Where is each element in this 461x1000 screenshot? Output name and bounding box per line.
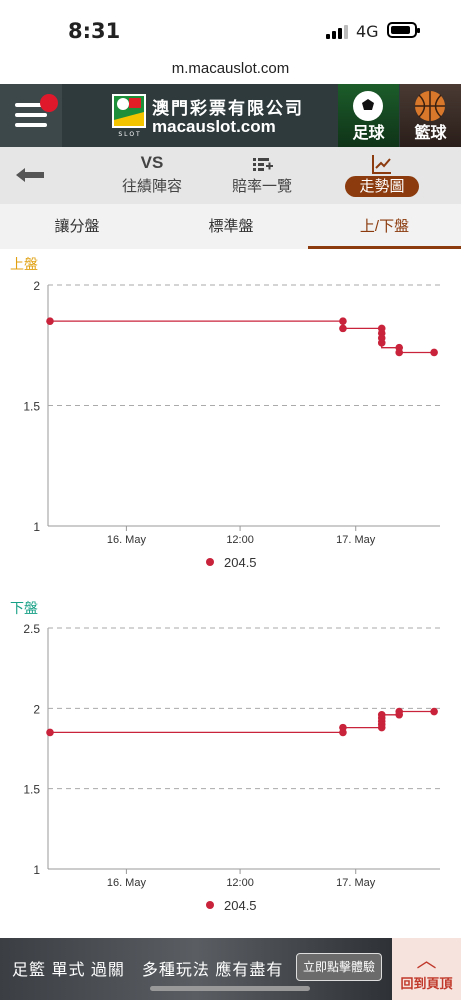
over-odds-chart: 2 1.5 1 16. May 12:00 17. May 204.5 — [23, 279, 440, 570]
signal-icon — [326, 24, 350, 39]
legend-marker — [206, 901, 214, 909]
data-point — [395, 707, 404, 716]
data-point — [339, 723, 347, 732]
chevron-up-icon: ︿ — [416, 950, 437, 972]
basketball-button[interactable]: 籃球 — [400, 84, 461, 147]
y-tick-label: 1 — [33, 863, 40, 877]
over-chart-title: 上盤 — [10, 256, 38, 272]
y-tick-label: 2 — [33, 279, 40, 293]
home-indicator — [150, 986, 310, 991]
legend-label: 204.5 — [224, 555, 257, 570]
x-tick-label: 17. May — [336, 877, 376, 889]
x-tick-label: 16. May — [107, 877, 147, 889]
brand-name-en: macauslot.com — [152, 117, 276, 136]
data-point — [395, 348, 404, 357]
under-odds-chart: 2.5 2 1.5 1 16. May 12:00 17. May 204.5 — [23, 622, 440, 913]
market-tabs: 讓分盤 標準盤 上/下盤 — [0, 204, 461, 249]
menu-button[interactable] — [0, 84, 62, 147]
x-tick-label: 12:00 — [226, 877, 254, 889]
data-point — [46, 728, 54, 737]
football-label: 足球 — [352, 125, 385, 142]
back-to-top-label: 回到頁頂 — [400, 976, 453, 991]
data-point — [339, 317, 347, 325]
tab-handicap[interactable]: 讓分盤 — [54, 218, 100, 235]
status-time: 8:31 — [68, 19, 121, 43]
promo-text: 足籃 單式 過關 多種玩法 應有盡有 — [12, 962, 284, 979]
nav-odds[interactable]: 賠率一覽 — [202, 153, 322, 196]
promo-button[interactable]: 立即點擊體驗 — [296, 953, 382, 981]
list-plus-icon — [253, 158, 273, 171]
nav-history[interactable]: VS 往績陣容 — [92, 153, 212, 196]
logo-slot-text: S L O T — [118, 131, 140, 138]
url-bar[interactable]: m.macauslot.com — [171, 60, 290, 77]
tab-standard[interactable]: 標準盤 — [208, 218, 254, 235]
y-tick-label: 2.5 — [23, 622, 40, 636]
legend-label: 204.5 — [224, 898, 257, 913]
series-line — [50, 710, 435, 734]
back-to-top-button[interactable]: ︿ 回到頁頂 — [392, 938, 461, 1000]
y-tick-label: 1 — [33, 520, 40, 534]
detail-nav: VS 往績陣容 賠率一覽 走勢圖 — [0, 147, 461, 204]
trend-chart-icon — [372, 155, 391, 174]
y-tick-label: 2 — [33, 702, 40, 716]
y-tick-label: 1.5 — [23, 400, 40, 414]
football-button[interactable]: 足球 — [338, 84, 399, 147]
notification-dot — [40, 94, 58, 112]
nav-trend-label: 走勢圖 — [345, 176, 419, 197]
brand-logo[interactable]: S L O T — [110, 92, 148, 138]
status-bar: 8:31 4G — [0, 0, 461, 58]
under-chart-title: 下盤 — [10, 600, 38, 616]
brand-name-cn: 澳門彩票有限公司 — [152, 99, 304, 118]
basketball-icon — [415, 91, 445, 121]
nav-history-label: 往績陣容 — [121, 178, 182, 195]
data-point — [46, 317, 54, 325]
x-tick-label: 17. May — [336, 534, 376, 546]
nav-trend[interactable]: 走勢圖 — [322, 153, 442, 197]
data-point — [377, 339, 386, 347]
x-tick-label: 12:00 — [226, 534, 254, 546]
football-icon — [353, 91, 383, 121]
legend-marker — [206, 558, 214, 566]
series-line — [50, 320, 435, 354]
vs-icon: VS — [140, 153, 164, 172]
data-point — [377, 710, 386, 719]
x-tick-label: 16. May — [107, 534, 147, 546]
data-point — [430, 707, 438, 716]
y-tick-label: 1.5 — [23, 783, 40, 797]
back-arrow-icon[interactable] — [16, 168, 44, 182]
network-type: 4G — [356, 22, 379, 41]
data-point — [339, 324, 347, 333]
tab-over-under[interactable]: 上/下盤 — [308, 204, 461, 249]
site-header: S L O T 澳門彩票有限公司 macauslot.com 足球 籃球 — [0, 84, 461, 147]
basketball-label: 籃球 — [414, 125, 447, 142]
data-point — [430, 348, 438, 357]
nav-odds-label: 賠率一覽 — [231, 178, 292, 195]
battery-icon — [387, 22, 420, 38]
